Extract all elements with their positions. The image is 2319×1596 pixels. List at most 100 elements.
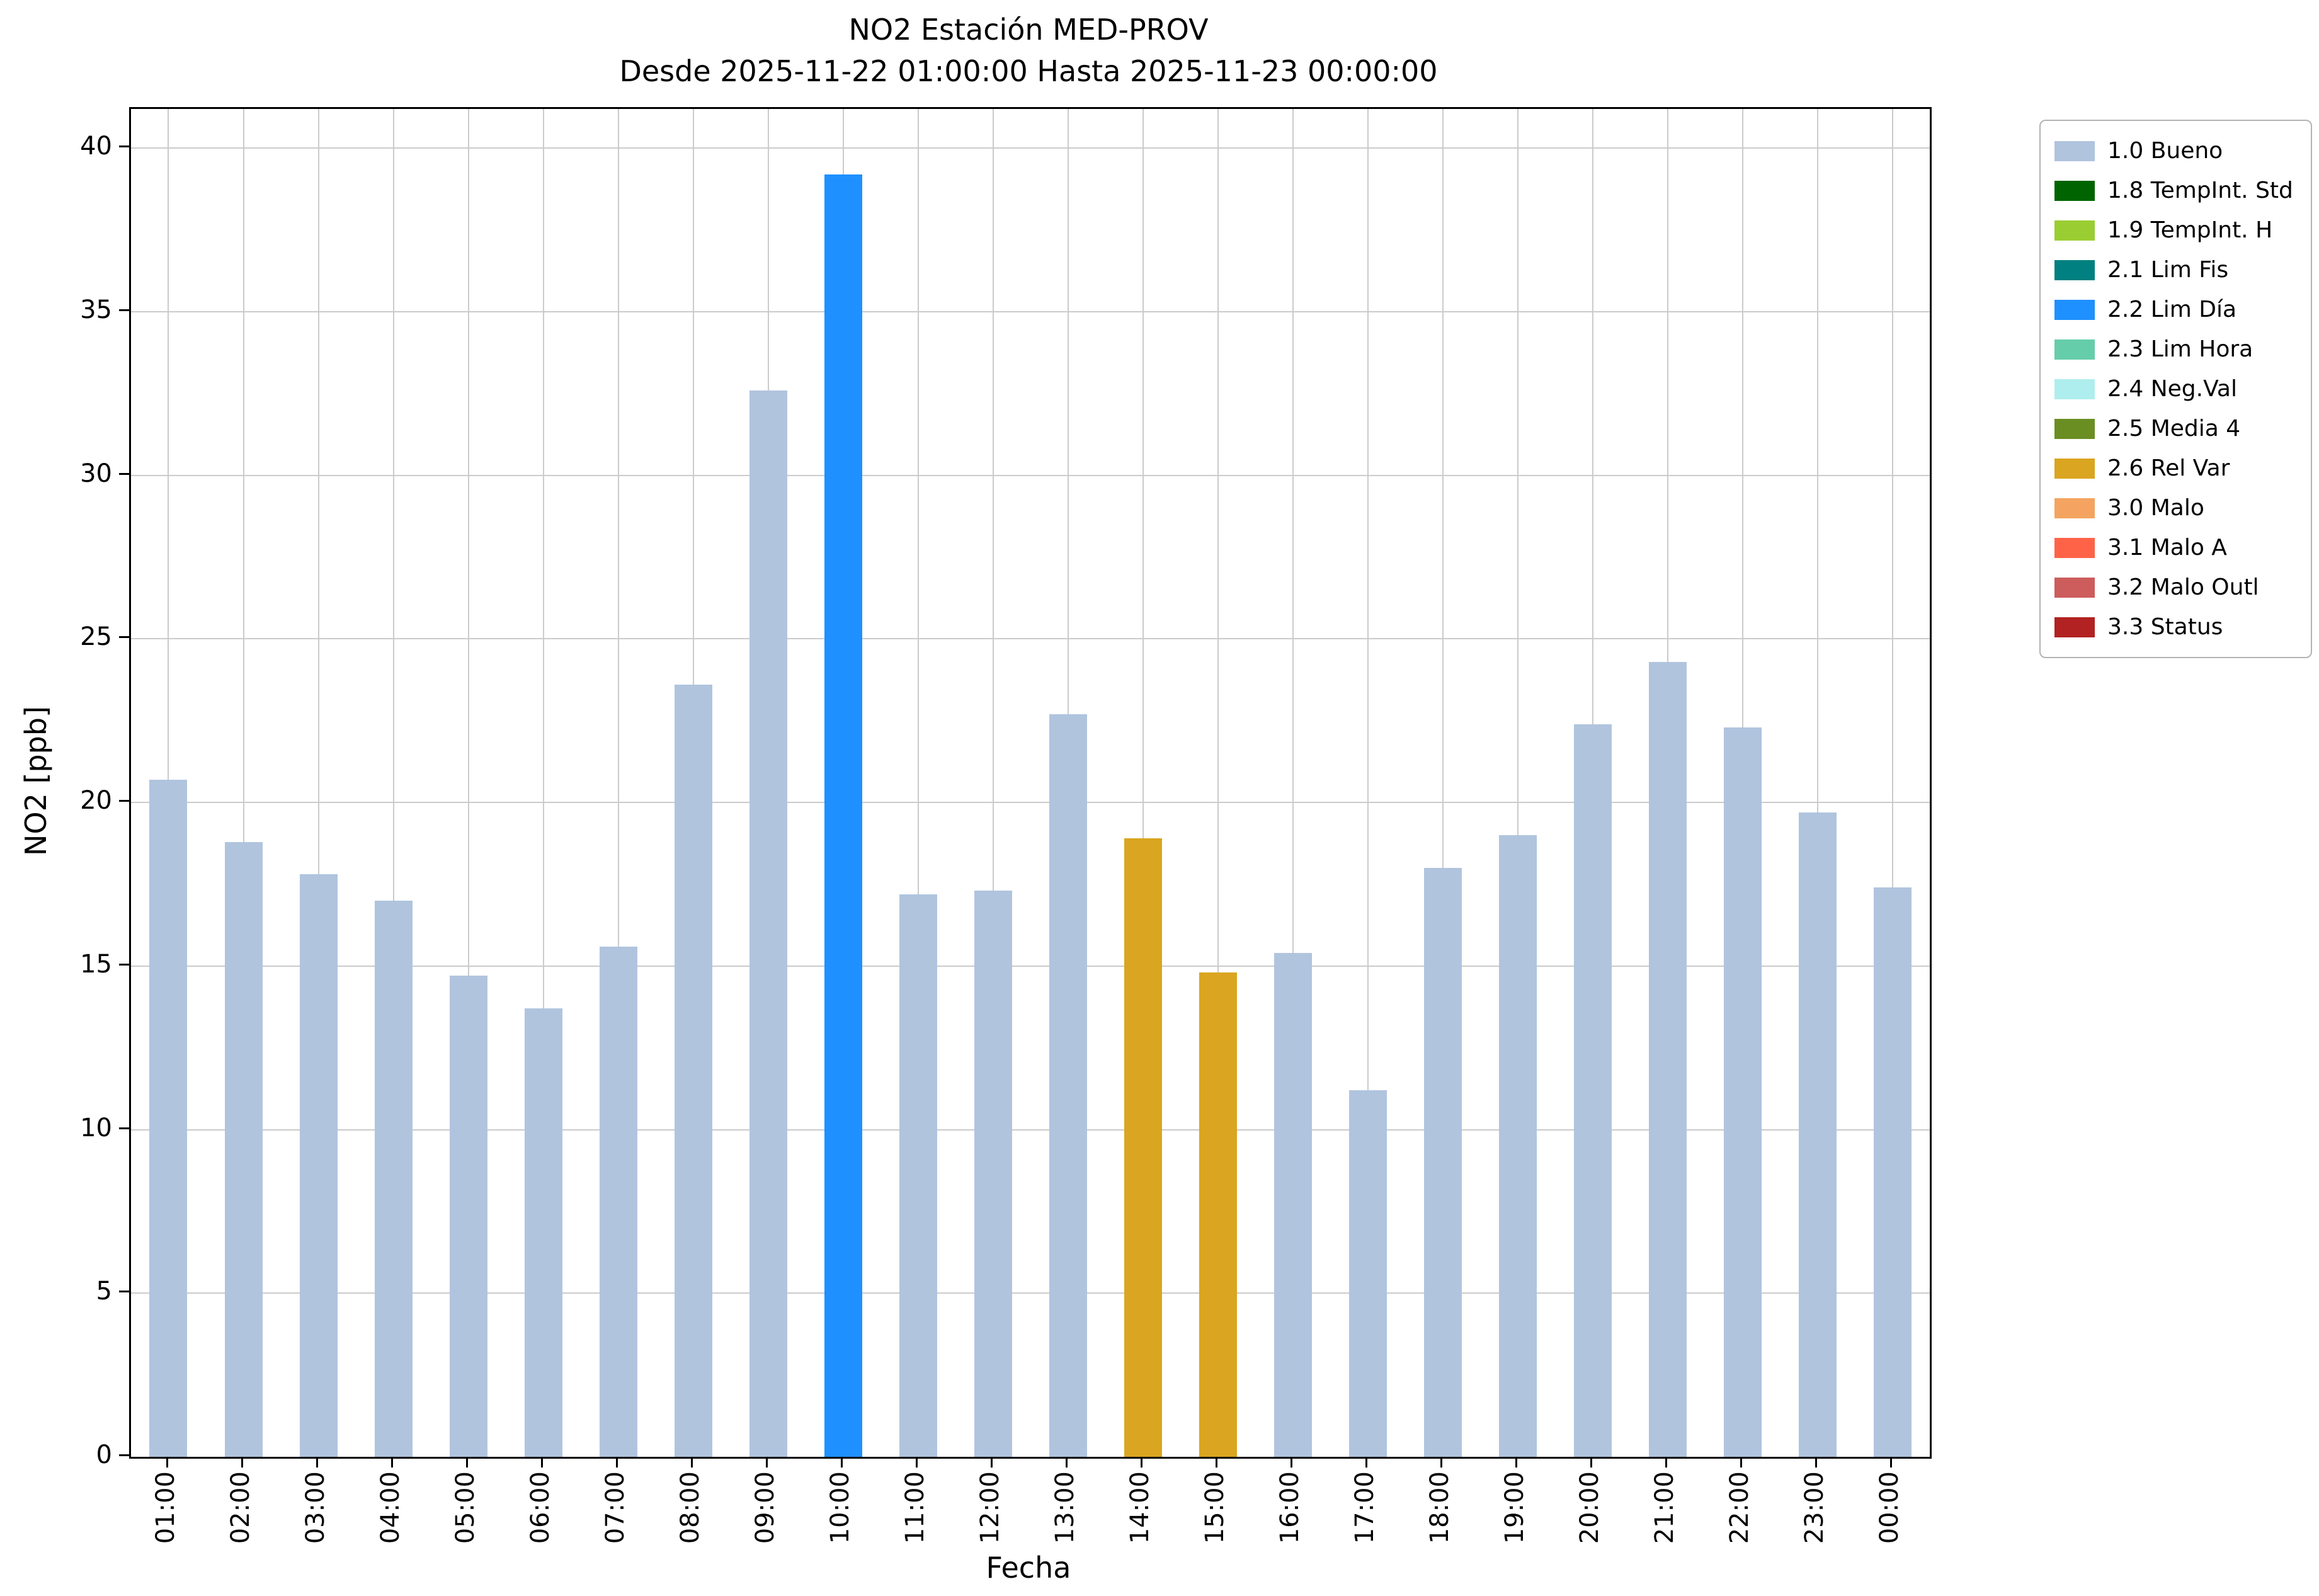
x-tick-label: 07:00 [600,1471,630,1544]
legend-item: 1.0 Bueno [2054,131,2293,171]
x-tick-label: 17:00 [1350,1471,1379,1544]
bar-01:00 [149,779,188,1457]
x-tick-mark [1889,1457,1892,1468]
v-gridline [1367,109,1369,1457]
bar-14:00 [1124,838,1162,1457]
legend-item: 2.1 Lim Fis [2054,250,2293,290]
x-tick-mark [1065,1457,1068,1468]
x-tick-mark [690,1457,693,1468]
v-gridline [617,109,619,1457]
bar-10:00 [824,174,862,1457]
bar-11:00 [899,894,937,1457]
v-gridline [542,109,544,1457]
legend-label: 3.1 Malo A [2107,535,2227,561]
x-tick-label: 22:00 [1724,1471,1754,1544]
bar-02:00 [224,841,263,1457]
legend-label: 3.0 Malo [2107,495,2204,521]
v-gridline [1142,109,1144,1457]
legend-label: 1.0 Bueno [2107,138,2223,164]
legend-label: 2.4 Neg.Val [2107,376,2237,402]
h-gridline [131,1292,1930,1294]
x-tick-mark [1215,1457,1217,1468]
x-tick-label: 01:00 [151,1471,180,1544]
x-tick-mark [765,1457,768,1468]
x-tick-mark [1815,1457,1817,1468]
h-gridline [131,474,1930,476]
x-tick-label: 02:00 [225,1471,255,1544]
h-gridline [131,311,1930,313]
legend-item: 3.2 Malo Outl [2054,567,2293,607]
y-tick-mark [119,472,129,475]
x-tick-mark [840,1457,843,1468]
bar-09:00 [749,390,787,1457]
bar-23:00 [1798,812,1837,1457]
x-tick-label: 00:00 [1874,1471,1904,1544]
x-tick-label: 03:00 [300,1471,330,1544]
bar-20:00 [1573,724,1612,1457]
x-tick-mark [1290,1457,1292,1468]
x-tick-mark [390,1457,393,1468]
y-tick-mark [119,145,129,148]
x-tick-label: 08:00 [675,1471,705,1544]
legend-color-swatch [2054,140,2095,161]
x-axis-label: Fecha [986,1551,1071,1585]
legend-color-swatch [2054,339,2095,360]
bar-18:00 [1423,868,1462,1457]
v-gridline [1292,109,1294,1457]
plot-area [129,107,1932,1459]
x-tick-mark [316,1457,318,1468]
legend-item: 1.9 TempInt. H [2054,210,2293,250]
x-tick-mark [465,1457,468,1468]
v-gridline [1891,109,1893,1457]
legend-label: 1.8 TempInt. Std [2107,178,2293,203]
v-gridline [917,109,919,1457]
legend-item: 2.3 Lim Hora [2054,329,2293,369]
y-tick-label: 30 [80,459,112,488]
legend-item: 1.8 TempInt. Std [2054,171,2293,210]
x-tick-label: 21:00 [1650,1471,1679,1544]
bar-08:00 [674,685,712,1457]
bar-16:00 [1273,953,1312,1457]
legend-item: 2.6 Rel Var [2054,448,2293,488]
h-gridline [131,802,1930,804]
legend-color-swatch [2054,180,2095,201]
bar-22:00 [1723,727,1762,1457]
y-tick-label: 35 [80,295,112,325]
x-tick-mark [1590,1457,1592,1468]
bar-12:00 [974,891,1012,1457]
legend-color-swatch [2054,498,2095,518]
x-tick-label: 20:00 [1575,1471,1604,1544]
bar-06:00 [524,1008,562,1457]
x-tick-label: 10:00 [825,1471,855,1544]
legend-color-swatch [2054,418,2095,439]
x-tick-mark [1140,1457,1142,1468]
legend-label: 2.6 Rel Var [2107,455,2230,481]
x-tick-label: 12:00 [975,1471,1005,1544]
legend-item: 2.5 Media 4 [2054,409,2293,448]
y-tick-label: 10 [80,1113,112,1143]
x-tick-mark [540,1457,543,1468]
bar-07:00 [599,946,637,1457]
legend-item: 3.1 Malo A [2054,528,2293,567]
v-gridline [1442,109,1444,1457]
h-gridline [131,638,1930,640]
y-tick-mark [119,1127,129,1129]
x-tick-label: 14:00 [1125,1471,1154,1544]
y-tick-mark [119,309,129,312]
x-tick-mark [990,1457,993,1468]
legend-item: 3.0 Malo [2054,488,2293,528]
x-tick-mark [915,1457,918,1468]
x-tick-label: 13:00 [1050,1471,1080,1544]
bar-19:00 [1498,835,1537,1457]
x-tick-label: 23:00 [1799,1471,1829,1544]
legend-color-swatch [2054,259,2095,280]
legend-label: 3.3 Status [2107,614,2223,640]
bar-05:00 [449,976,487,1457]
y-axis-label: NO2 [ppb] [19,706,53,856]
h-gridline [131,965,1930,967]
y-tick-mark [119,800,129,802]
legend-item: 3.3 Status [2054,607,2293,647]
v-gridline [392,109,394,1457]
legend-label: 2.2 Lim Día [2107,297,2237,322]
